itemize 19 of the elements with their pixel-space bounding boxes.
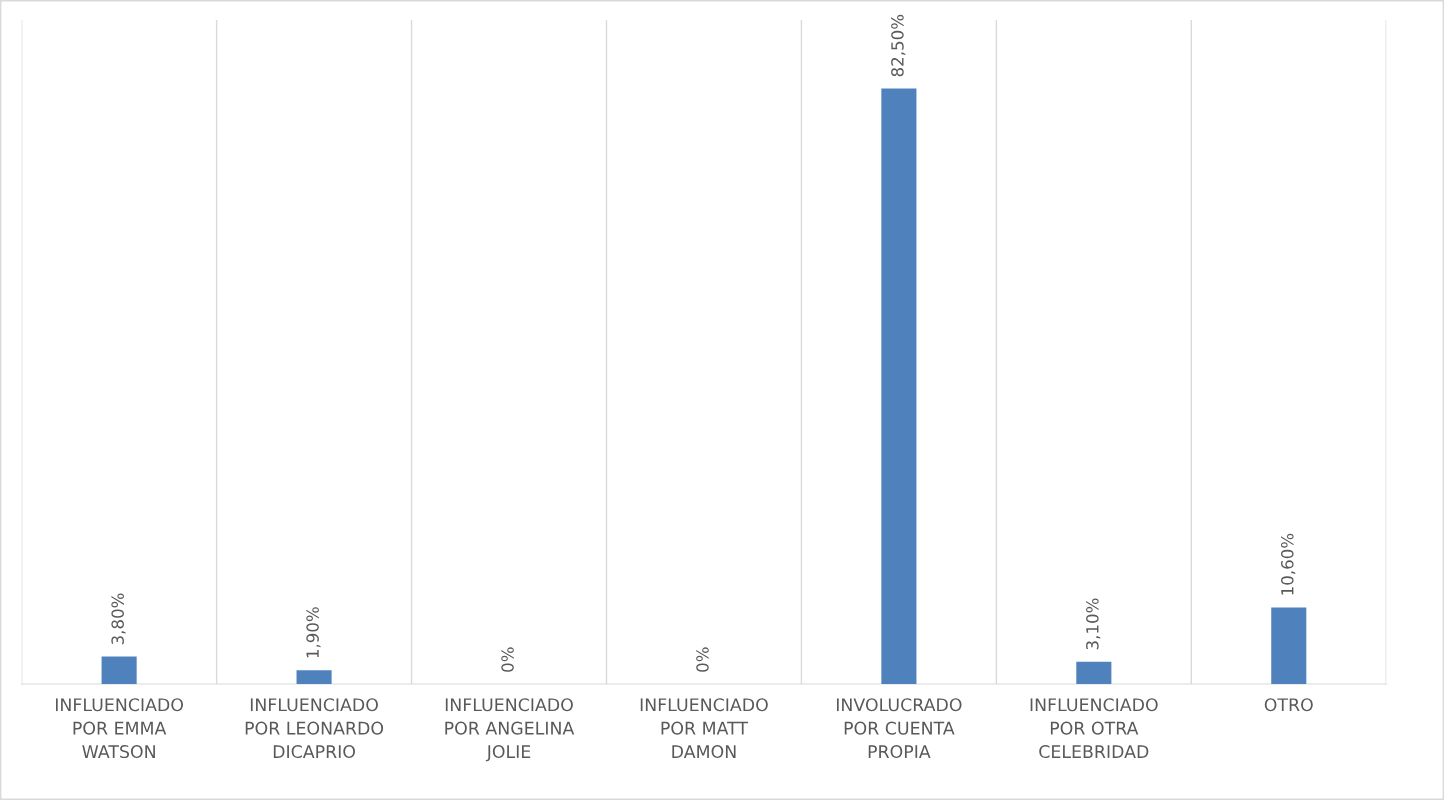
bar (881, 88, 917, 684)
data-label: 3,10% (1086, 598, 1101, 650)
bar (1271, 607, 1307, 684)
data-label: 0% (501, 647, 514, 672)
x-tick-label: INFLUENCIADO POR MATT DAMON (640, 698, 768, 759)
data-label: 1,90% (306, 607, 321, 658)
x-tick-label: INFLUENCIADO POR EMMA WATSON (55, 698, 184, 759)
data-label: 82,50% (891, 14, 906, 77)
x-tick-label: OTRO (1264, 698, 1313, 712)
data-label: 0% (696, 647, 709, 672)
bar (1076, 661, 1112, 684)
bar (101, 656, 137, 684)
data-label: 3,80% (111, 593, 126, 645)
x-tick-label: INFLUENCIADO POR OTRA CELEBRIDAD (1030, 698, 1158, 759)
x-tick-label: INVOLUCRADO POR CUENTA PROPIA (836, 698, 962, 759)
data-label: 10,60% (1281, 533, 1296, 595)
x-tick-label: INFLUENCIADO POR ANGELINA JOLIE (445, 698, 575, 762)
bar (296, 670, 332, 684)
x-tick-label: INFLUENCIADO POR LEONARDO DICAPRIO (245, 698, 384, 759)
